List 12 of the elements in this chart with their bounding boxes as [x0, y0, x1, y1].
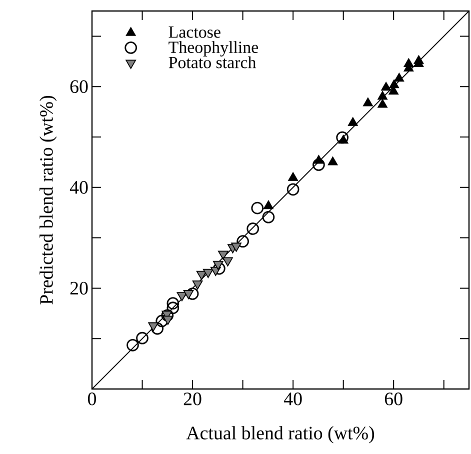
x-axis-title: Actual blend ratio (wt%): [186, 426, 374, 444]
legend-label: Potato starch: [168, 56, 256, 68]
y-axis-title: Predicted blend ratio (wt%): [40, 96, 57, 304]
y-tick-label: 60: [70, 80, 88, 93]
x-tick-label: 60: [384, 392, 402, 406]
y-tick-label: 40: [70, 181, 88, 194]
x-tick-label: 20: [184, 392, 202, 406]
x-tick-label: 40: [284, 392, 302, 406]
legend-label: Theophylline: [168, 41, 258, 56]
legend-label: Lactose: [168, 26, 220, 38]
x-tick-label: 0: [88, 392, 96, 406]
y-tick-label: 20: [70, 282, 88, 295]
